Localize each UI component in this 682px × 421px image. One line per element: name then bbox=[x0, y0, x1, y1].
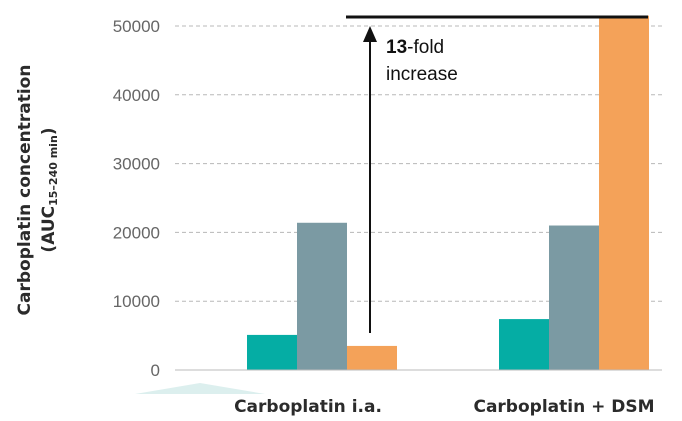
fold-annotation: 13-fold bbox=[386, 37, 444, 58]
bars bbox=[247, 15, 649, 371]
y-tick-label: 40000 bbox=[113, 86, 160, 105]
bar-series3-cat2 bbox=[599, 15, 649, 371]
fold-annotation-line2: increase bbox=[386, 64, 458, 85]
y-axis-label-sub: 15–240 min bbox=[47, 135, 60, 206]
y-axis-label-auc: (AUC bbox=[39, 206, 59, 253]
bar-series3-cat1 bbox=[347, 345, 397, 370]
fold-number: 13 bbox=[386, 37, 407, 58]
y-tick-labels: 0 10000 20000 30000 40000 50000 bbox=[113, 17, 160, 380]
y-tick-label: 10000 bbox=[113, 292, 160, 311]
y-tick-label: 20000 bbox=[113, 223, 160, 242]
y-tick-label: 30000 bbox=[113, 155, 160, 174]
fold-suffix: -fold bbox=[407, 37, 444, 58]
y-axis-label-unit: (AUC15–240 min) bbox=[39, 127, 60, 252]
category-label-2: Carboplatin + DSM bbox=[473, 397, 654, 417]
bar-series2-cat2 bbox=[549, 225, 599, 370]
y-tick-label: 50000 bbox=[113, 17, 160, 36]
y-axis-label: Carboplatin concentration bbox=[15, 65, 35, 316]
bar-series1-cat2 bbox=[499, 319, 549, 370]
bar-series2-cat1 bbox=[297, 222, 347, 370]
category-label-1: Carboplatin i.a. bbox=[234, 397, 382, 417]
y-tick-label: 0 bbox=[151, 361, 160, 380]
category-pointer bbox=[135, 383, 265, 394]
bar-series1-cat1 bbox=[247, 334, 297, 370]
fold-arrow-head bbox=[363, 26, 377, 42]
y-axis-label-close: ) bbox=[39, 127, 59, 135]
